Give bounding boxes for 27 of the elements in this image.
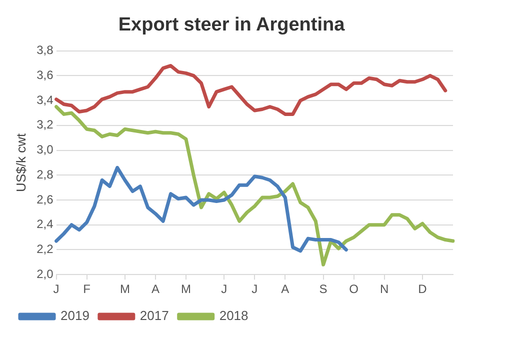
x-tick-label: J	[221, 282, 228, 296]
y-tick-label: 3,2	[36, 118, 54, 132]
chart-title: Export steer in Argentina	[118, 14, 346, 36]
y-tick-label: 2,8	[36, 167, 54, 182]
legend-label: 2019	[60, 308, 90, 324]
x-tick-label: J	[252, 282, 258, 296]
x-tick-label: D	[418, 282, 428, 296]
y-tick-label: 2,4	[36, 217, 54, 232]
y-tick-label: 2,0	[36, 266, 54, 281]
y-tick-label: 2,2	[36, 242, 54, 256]
y-tick-label: 3,0	[36, 142, 54, 157]
x-tick-label: J	[53, 282, 60, 296]
y-tick-label: 3,4	[36, 92, 54, 107]
legend-label: 2018	[219, 308, 248, 324]
x-tick-label: N	[380, 282, 389, 296]
legend-label: 2017	[140, 308, 169, 324]
y-tick-label: 3,6	[36, 68, 54, 82]
x-tick-label: F	[83, 282, 90, 296]
y-tick-label: 2,6	[36, 192, 54, 206]
y-axis-title: US$/k cwt	[13, 133, 28, 192]
x-tick-label: S	[319, 282, 328, 296]
x-tick-label: M	[120, 282, 130, 296]
x-tick-label: O	[349, 282, 358, 296]
x-tick-label: M	[180, 282, 191, 296]
x-tick-label: A	[281, 282, 290, 296]
x-tick-label: A	[151, 282, 160, 296]
y-tick-label: 3,8	[36, 43, 54, 58]
